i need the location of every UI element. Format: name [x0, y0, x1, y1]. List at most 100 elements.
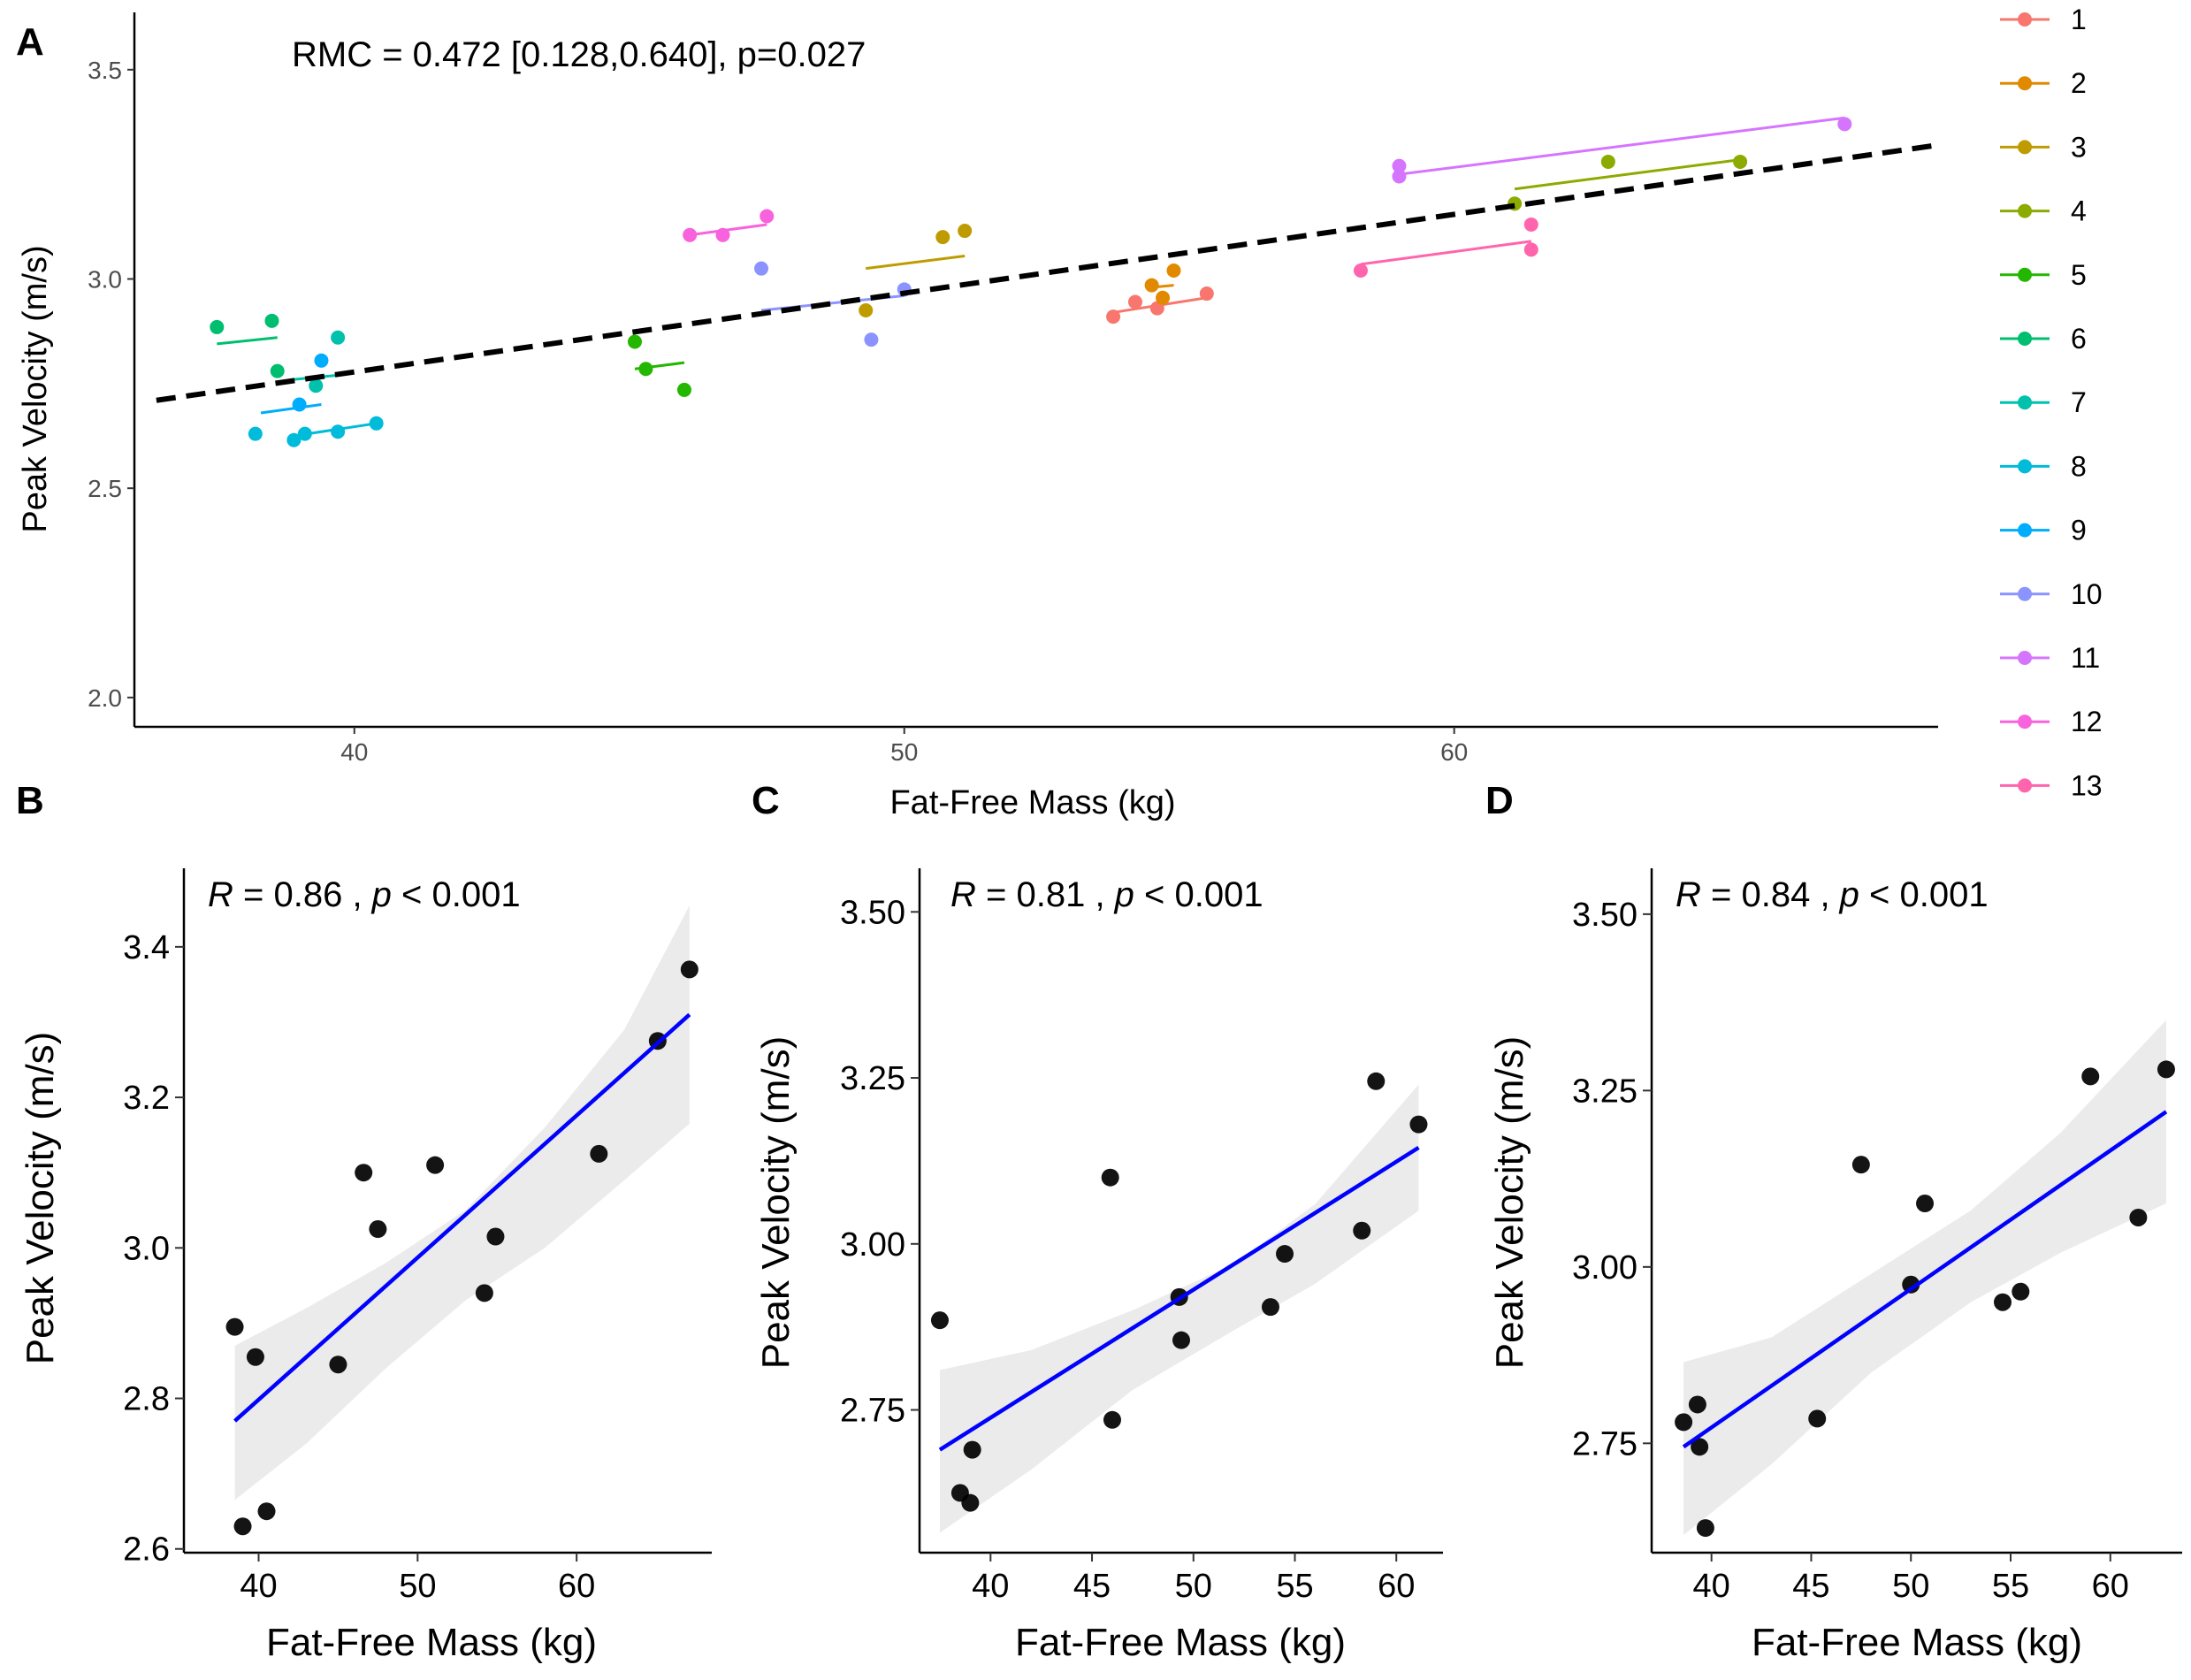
x-axis-title-c: Fat-Free Mass (kg) [1015, 1621, 1346, 1664]
legend-key-point-2 [2018, 76, 2032, 91]
legend-label-4: 4 [2071, 195, 2087, 227]
data-point-subject-6 [270, 363, 285, 378]
data-point-subject-13 [1523, 242, 1538, 257]
x-tick-label-c: 55 [1276, 1568, 1313, 1605]
legend-label-1: 1 [2071, 4, 2087, 35]
data-point-subject-12 [683, 227, 698, 242]
y-tick-label-b: 2.6 [123, 1531, 170, 1569]
data-point-subject-6 [210, 319, 225, 334]
y-tick-label-b: 3.2 [123, 1080, 170, 1117]
data-point-subject-6 [264, 313, 279, 328]
data-point-subject-3 [859, 302, 874, 317]
legend-key-point-12 [2018, 714, 2032, 729]
data-point-b [246, 1348, 264, 1366]
legend-label-13: 13 [2071, 769, 2103, 801]
data-point-b [355, 1164, 373, 1182]
legend-label-2: 2 [2071, 67, 2087, 99]
panel-c-plot: 40 45 50 55 60 2.75 3.00 3.25 3.50 [840, 868, 1443, 1605]
y-tick-label-c: 3.50 [840, 894, 905, 931]
data-point-subject-11 [1392, 169, 1407, 184]
p-value-b: < 0.001 [392, 875, 521, 914]
data-point-d [1851, 1156, 1870, 1174]
correlation-annotation-d: R = 0.84 , p < 0.001 [1676, 875, 1989, 914]
data-point-subject-5 [627, 334, 642, 349]
y-tick-label-a: 3.0 [88, 265, 122, 293]
data-point-subject-11 [1837, 117, 1852, 132]
data-point-b [680, 960, 699, 979]
data-point-subject-11 [1392, 158, 1407, 173]
correlation-annotation-c: R = 0.81 , p < 0.001 [950, 875, 1263, 914]
y-tick-label-b: 3.4 [123, 929, 170, 966]
data-point-d [1675, 1413, 1693, 1432]
panel-d-plot: 40 45 50 55 60 2.75 3.00 3.25 3.50 [1572, 868, 2182, 1605]
data-point-subject-1 [1199, 286, 1214, 302]
subject-fit-line-9 [260, 403, 322, 415]
r-symbol-c: R [950, 875, 976, 914]
y-tick-label-b: 2.8 [123, 1381, 170, 1418]
legend-label-10: 10 [2071, 578, 2103, 610]
subject-fit-line-4 [1514, 158, 1741, 191]
x-tick-label-d: 45 [1792, 1568, 1829, 1605]
data-point-subject-1 [1149, 301, 1164, 316]
legend-key-point-10 [2018, 586, 2032, 601]
panel-b: B 40 50 60 2.6 2.8 3.0 3.2 3.4 R = 0.86 , p < 0… [16, 779, 712, 1664]
data-point-subject-2 [1156, 290, 1171, 305]
data-point-c [1367, 1072, 1386, 1090]
legend-key-point-4 [2018, 203, 2032, 218]
data-point-subject-2 [1144, 278, 1159, 293]
legend-label-7: 7 [2071, 386, 2087, 418]
x-axis-title-b: Fat-Free Mass (kg) [266, 1621, 597, 1664]
x-tick-label-c: 60 [1378, 1568, 1415, 1605]
data-point-subject-8 [248, 426, 263, 441]
y-tick-label-c: 3.00 [840, 1226, 905, 1264]
data-point-d [2012, 1282, 2030, 1301]
subject-fit-line-3 [866, 254, 966, 271]
y-tick-label-d: 3.00 [1572, 1249, 1638, 1287]
y-axis-title-c: Peak Velocity (m/s) [754, 1036, 798, 1370]
confidence-band-c [939, 1084, 1419, 1533]
x-tick-label-d: 40 [1693, 1568, 1730, 1605]
x-tick-label-b: 40 [240, 1568, 277, 1605]
data-point-subject-12 [715, 227, 730, 242]
panel-letter-b: B [16, 779, 44, 822]
subject-fit-line-13 [1360, 240, 1531, 266]
data-point-d [2157, 1060, 2175, 1079]
data-point-subject-7 [331, 330, 346, 345]
data-point-d [1902, 1275, 1920, 1294]
data-point-subject-12 [760, 209, 775, 224]
legend-key-point-7 [2018, 395, 2032, 410]
p-value-d: < 0.001 [1859, 875, 1989, 914]
y-axis-title-a: Peak Velocity (m/s) [17, 245, 54, 532]
x-tick-label-d: 55 [1992, 1568, 2029, 1605]
p-value-c: < 0.001 [1134, 875, 1263, 914]
legend-key-point-13 [2018, 778, 2032, 793]
data-point-b [426, 1156, 445, 1174]
p-symbol-d: p [1839, 875, 1859, 914]
data-point-subject-8 [369, 416, 384, 431]
data-point-c [1172, 1331, 1190, 1349]
data-point-subject-5 [638, 362, 653, 377]
panel-d: D 40 45 50 55 60 2.75 3.00 3.25 3.50 R = 0.84 , … [1485, 779, 2182, 1664]
legend-key-point-11 [2018, 651, 2032, 665]
data-point-subject-3 [935, 230, 950, 245]
data-point-subject-13 [1523, 217, 1538, 232]
x-tick-label-a: 50 [890, 738, 918, 766]
data-point-c [1103, 1410, 1121, 1429]
data-point-c [1101, 1168, 1119, 1187]
legend-key-point-9 [2018, 523, 2032, 538]
r-symbol-d: R [1676, 875, 1701, 914]
data-point-c [1409, 1115, 1428, 1134]
x-tick-label-c: 40 [972, 1568, 1009, 1605]
data-point-b [233, 1517, 252, 1536]
data-point-b [369, 1220, 387, 1239]
data-point-d [1691, 1438, 1709, 1456]
data-point-b [590, 1144, 608, 1163]
legend-key-point-5 [2018, 267, 2032, 282]
rmc-annotation: RMC = 0.472 [0.128,0.640], p=0.027 [292, 35, 866, 74]
subject-fit-line-6 [217, 336, 278, 346]
data-point-b [225, 1317, 244, 1336]
data-point-subject-10 [754, 261, 769, 276]
data-point-d [1808, 1409, 1827, 1428]
